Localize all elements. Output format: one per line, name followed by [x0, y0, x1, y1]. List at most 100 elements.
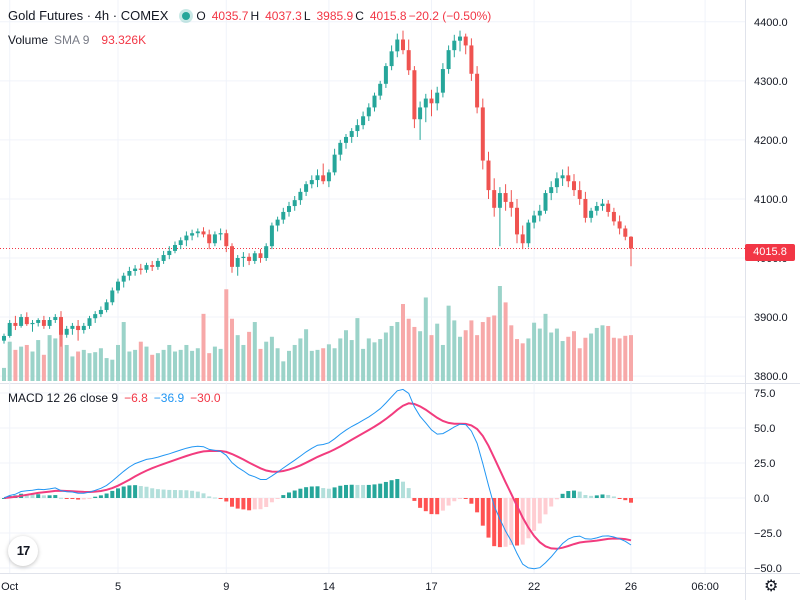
volume-bar [218, 348, 223, 381]
macd-hist-bar [201, 493, 206, 498]
candle-body [594, 206, 599, 211]
macd-hist-bar [304, 487, 309, 498]
macd-hist-bar [309, 486, 314, 498]
volume-bar [121, 322, 126, 381]
volume-bar [543, 313, 548, 381]
volume-bar [412, 326, 417, 381]
volume-bar [549, 332, 554, 381]
candle-body [173, 245, 177, 251]
macd-hist-bar [332, 487, 337, 498]
candle-body [13, 322, 18, 326]
macd-hist-bar [589, 495, 594, 498]
candle-body [406, 50, 411, 71]
candle-body [127, 270, 132, 276]
macd-hist-bar [497, 498, 502, 548]
macd-hist-bar [418, 498, 423, 508]
candle-body [560, 175, 565, 179]
macd-label: MACD 12 26 close 9 [8, 391, 119, 405]
volume-bar [59, 331, 63, 381]
volume-bar [212, 346, 217, 381]
macd-hist-value: −6.8 [124, 391, 148, 405]
macd-hist-bar [537, 498, 542, 524]
macd-line [3, 388, 632, 570]
candle-body [395, 39, 400, 52]
macd-hist-bar [629, 498, 633, 503]
volume-bar [566, 336, 571, 381]
macd-hist-bar [446, 498, 451, 506]
macd-hist-bar [617, 498, 622, 499]
macd-hist-bar [480, 498, 485, 526]
macd-hist-bar [161, 489, 166, 498]
candle-body [298, 191, 303, 201]
volume-bar [173, 351, 177, 381]
candle-body [617, 221, 622, 229]
volume-bar [600, 325, 605, 381]
tradingview-logo[interactable]: 17 [8, 536, 38, 566]
candle-body [572, 181, 576, 191]
macd-line-value: −36.9 [153, 391, 185, 405]
macd-hist-bar [503, 498, 508, 547]
macd-hist-bar [366, 484, 371, 498]
candle-body [2, 335, 6, 341]
macd-tick-label: −50.0 [754, 563, 782, 575]
volume-bar [41, 354, 46, 381]
volume-bar [252, 322, 257, 381]
volume-bar [275, 348, 280, 381]
volume-bar [127, 351, 132, 381]
macd-hist-bar [70, 498, 75, 499]
volume-bar [623, 335, 628, 381]
macd-hist-bar [623, 498, 628, 501]
volume-bar [247, 331, 252, 381]
volume-bar [264, 341, 269, 381]
candle-body [503, 193, 508, 202]
volume-bar [292, 344, 297, 381]
candle-body [543, 193, 548, 211]
symbol-title[interactable]: Gold Futures · 4h · COMEX [8, 8, 169, 23]
candle-body [201, 231, 206, 235]
macd-hist-bar [144, 486, 149, 498]
gear-icon[interactable]: ⚙ [764, 578, 779, 595]
macd-hist-bar [195, 491, 200, 498]
price-tick-label: 4300.0 [754, 76, 788, 88]
candle-body [190, 233, 195, 236]
volume-bar [355, 318, 360, 381]
candle-body [235, 258, 240, 267]
macd-hist-bar [549, 498, 554, 507]
volume-label: Volume [8, 33, 49, 47]
macd-hist-bar [452, 498, 457, 502]
volume-bar [344, 330, 348, 381]
volume-bar [406, 318, 411, 381]
volume-sma-label: SMA 9 [54, 33, 90, 47]
candle-body [315, 175, 320, 181]
candle-body [526, 222, 531, 244]
candle-body [258, 253, 263, 258]
volume-bar [617, 338, 622, 381]
candle-body [76, 325, 81, 331]
candle-body [150, 265, 155, 267]
volume-bar [515, 339, 519, 381]
candle-body [566, 175, 571, 182]
volume-bar [201, 313, 206, 381]
candle-body [458, 36, 462, 41]
macd-hist-bar [110, 490, 115, 498]
macd-legend[interactable]: MACD 12 26 close 9 −6.8 −36.9 −30.0 [8, 391, 227, 405]
macd-hist-bar [475, 498, 480, 513]
ohlc-high-label: H [250, 8, 260, 23]
macd-hist-bar [492, 498, 497, 547]
volume-bar [589, 333, 594, 381]
macd-hist-bar [606, 494, 611, 498]
volume-value: 93.326K [101, 33, 147, 47]
volume-bar [418, 331, 423, 381]
volume-legend[interactable]: Volume SMA 9 93.326K [8, 33, 152, 47]
candle-body [486, 160, 491, 191]
candle-body [532, 215, 537, 223]
price-tick-label: 4400.0 [754, 17, 788, 29]
volume-bar [429, 335, 434, 381]
macd-hist-bar [515, 498, 519, 546]
candle-body [372, 95, 377, 108]
macd-hist-bar [435, 498, 440, 515]
volume-bar [497, 286, 502, 381]
volume-bar [309, 350, 314, 381]
candle-body [47, 320, 52, 326]
